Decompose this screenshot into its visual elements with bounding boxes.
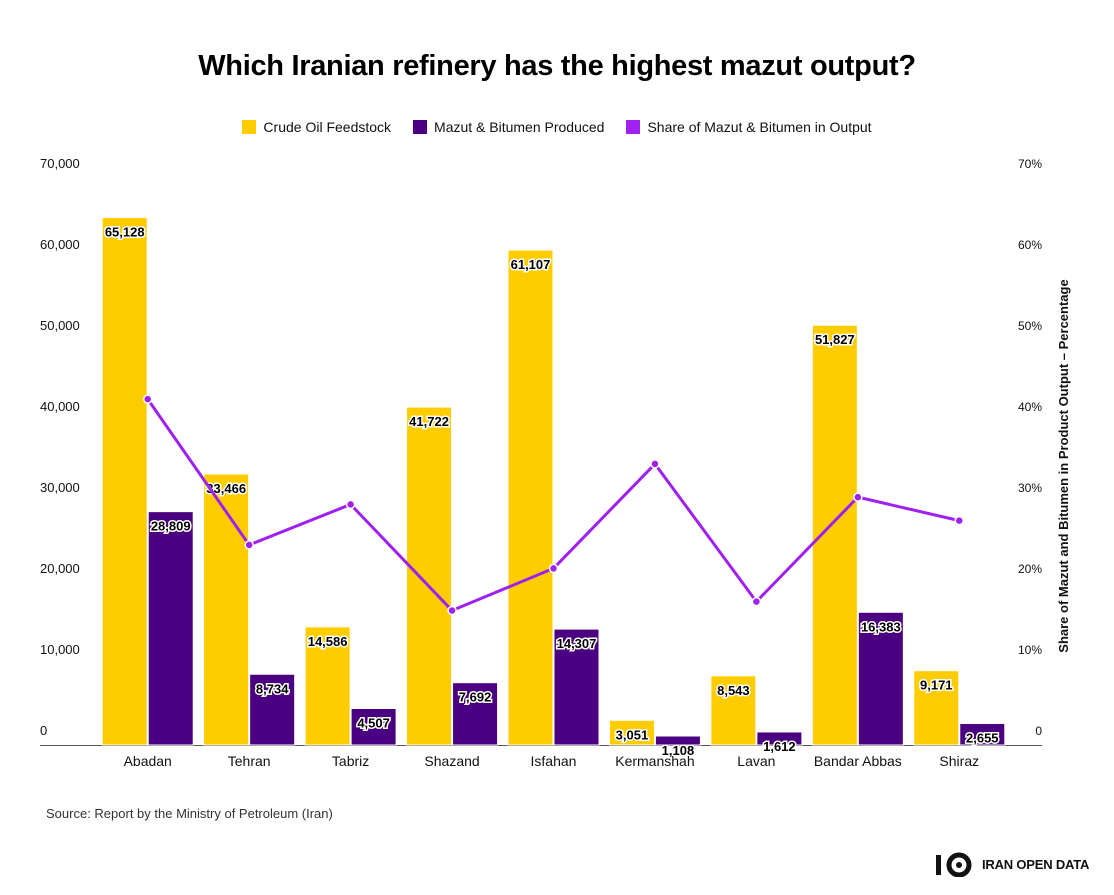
bar-mazut bbox=[147, 511, 194, 746]
y2-axis-tick-label: 60% bbox=[1018, 238, 1042, 252]
legend-swatch-mazut bbox=[413, 120, 428, 134]
data-label-feedstock: 9,171 bbox=[920, 678, 953, 693]
y-axis-tick-label: 40,000 bbox=[40, 399, 80, 414]
legend-swatch-share bbox=[626, 120, 641, 134]
bar-mazut bbox=[959, 722, 1006, 746]
legend-item-feedstock: Crude Oil Feedstock bbox=[242, 119, 391, 135]
x-axis-tick-label: Tabriz bbox=[332, 753, 369, 769]
y-axis-tick-label: 0 bbox=[40, 723, 47, 738]
legend-swatch-feedstock bbox=[242, 120, 257, 134]
y2-axis-tick-label: 50% bbox=[1018, 319, 1042, 333]
data-label-mazut: 14,307 bbox=[557, 636, 597, 651]
legend-label-mazut: Mazut & Bitumen Produced bbox=[434, 119, 605, 135]
x-axis-tick-label: Tehran bbox=[228, 753, 271, 769]
bar-feedstock bbox=[304, 626, 351, 746]
share-point bbox=[345, 499, 356, 510]
y2-axis-tick-label: 20% bbox=[1018, 562, 1042, 576]
x-axis-tick-label: Shazand bbox=[424, 753, 479, 769]
brand-logo-text: IRAN OPEN DATA bbox=[982, 856, 1090, 872]
bar-feedstock bbox=[101, 216, 148, 746]
share-point bbox=[244, 540, 254, 550]
source-note: Source: Report by the Ministry of Petrol… bbox=[46, 806, 333, 821]
bar-feedstock bbox=[608, 719, 655, 746]
data-label-mazut: 28,809 bbox=[151, 519, 191, 534]
legend-item-mazut: Mazut & Bitumen Produced bbox=[413, 119, 604, 135]
y-axis-tick-label: 10,000 bbox=[40, 642, 80, 657]
y2-axis-tick-label: 70% bbox=[1018, 157, 1042, 171]
share-point bbox=[142, 394, 153, 404]
data-label-mazut: 8,734 bbox=[256, 681, 289, 696]
bar-mazut bbox=[249, 673, 296, 746]
data-label-mazut: 7,692 bbox=[459, 690, 492, 705]
bar-feedstock bbox=[203, 473, 250, 746]
share-point bbox=[853, 492, 863, 502]
data-label-mazut: 4,507 bbox=[357, 715, 390, 730]
share-point bbox=[447, 605, 457, 616]
x-axis-tick-label: Abadan bbox=[124, 753, 172, 769]
data-label-mazut: 1,612 bbox=[763, 739, 796, 754]
y-axis-tick-label: 50,000 bbox=[40, 318, 80, 333]
bar-mazut bbox=[654, 735, 701, 746]
bar-mazut bbox=[350, 707, 397, 746]
x-axis-tick-label: Kermanshah bbox=[615, 753, 694, 769]
bar-feedstock bbox=[913, 670, 960, 746]
data-label-mazut: 2,655 bbox=[966, 730, 999, 745]
data-label-feedstock: 33,466 bbox=[206, 481, 246, 496]
data-label-feedstock: 14,586 bbox=[308, 634, 348, 649]
legend-label-share: Share of Mazut & Bitumen in Output bbox=[647, 119, 872, 135]
y2-axis-title: Share of Mazut and Bitumen in Product Ou… bbox=[1056, 279, 1071, 652]
data-label-feedstock: 51,827 bbox=[815, 332, 855, 347]
share-point bbox=[650, 459, 660, 469]
x-axis-tick-label: Shiraz bbox=[939, 753, 979, 769]
x-axis-tick-label: Bandar Abbas bbox=[814, 753, 902, 769]
bar-feedstock bbox=[507, 249, 554, 746]
y2-axis-tick-label: 30% bbox=[1018, 481, 1042, 495]
chart-title: Which Iranian refinery has the highest m… bbox=[198, 50, 916, 82]
bar-feedstock bbox=[710, 675, 757, 746]
data-label-mazut: 1,108 bbox=[662, 743, 695, 758]
y-axis-tick-label: 70,000 bbox=[40, 156, 80, 171]
brand-logo: IRAN OPEN DATA bbox=[934, 851, 1089, 877]
x-axis-tick-label: Isfahan bbox=[531, 753, 577, 769]
y2-axis-tick-label: 40% bbox=[1018, 400, 1042, 414]
data-label-mazut: 16,383 bbox=[861, 619, 901, 634]
share-point bbox=[954, 515, 965, 526]
legend: Crude Oil Feedstock Mazut & Bitumen Prod… bbox=[0, 119, 1114, 135]
share-point bbox=[751, 596, 762, 607]
data-label-feedstock: 61,107 bbox=[511, 257, 551, 272]
bar-feedstock bbox=[406, 406, 453, 746]
data-label-feedstock: 3,051 bbox=[616, 727, 649, 742]
y2-axis-tick-label: 10% bbox=[1018, 643, 1042, 657]
data-label-feedstock: 65,128 bbox=[105, 224, 145, 239]
legend-label-feedstock: Crude Oil Feedstock bbox=[263, 119, 392, 135]
bar-mazut bbox=[756, 731, 803, 746]
y2-axis-tick-label: 0 bbox=[1035, 724, 1042, 738]
y-axis-tick-label: 60,000 bbox=[40, 237, 80, 252]
bar-mazut bbox=[857, 611, 904, 746]
brand-logo-icon bbox=[936, 852, 972, 877]
y-axis-tick-label: 30,000 bbox=[40, 480, 80, 495]
x-axis-tick-label: Lavan bbox=[737, 753, 775, 769]
share-point bbox=[548, 563, 559, 574]
bar-mazut bbox=[553, 628, 600, 746]
data-label-feedstock: 8,543 bbox=[717, 683, 750, 698]
y-axis-tick-label: 20,000 bbox=[40, 561, 80, 576]
legend-item-share: Share of Mazut & Bitumen in Output bbox=[626, 119, 872, 135]
data-label-feedstock: 41,722 bbox=[409, 414, 449, 429]
bar-mazut bbox=[452, 682, 499, 746]
